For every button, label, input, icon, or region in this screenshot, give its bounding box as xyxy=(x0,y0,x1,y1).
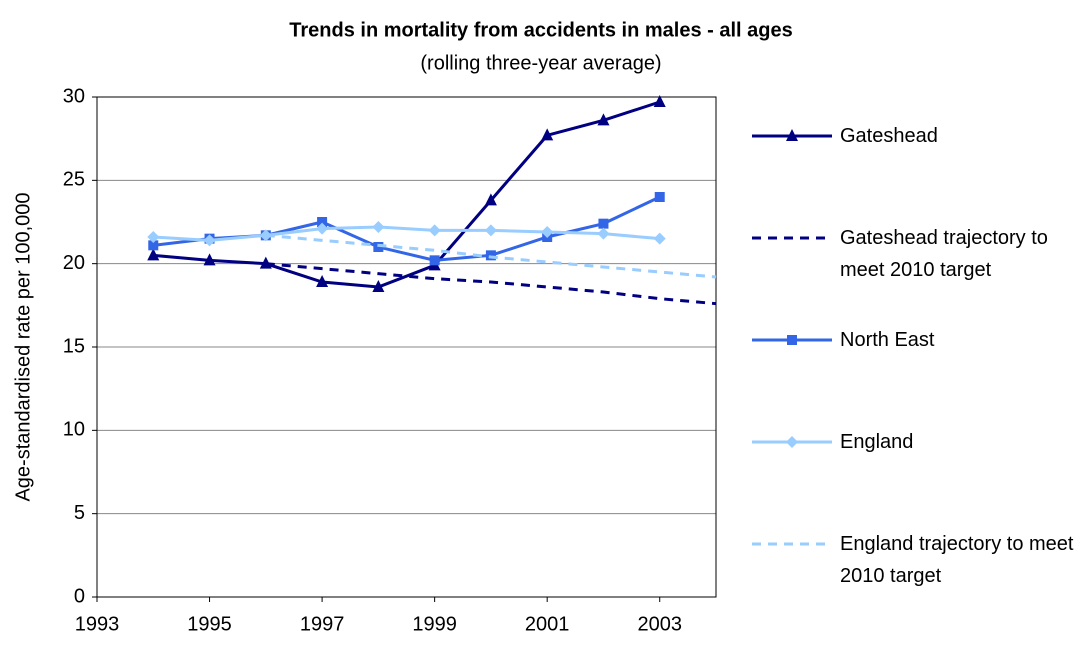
data-point xyxy=(429,255,440,266)
series-line xyxy=(153,225,660,242)
data-point xyxy=(597,227,610,240)
data-point xyxy=(372,280,385,292)
y-tick-label: 25 xyxy=(63,169,85,191)
legend-label: Gateshead xyxy=(840,125,938,147)
series-line xyxy=(265,233,717,279)
data-point xyxy=(653,95,666,107)
legend-label: North East xyxy=(840,329,935,351)
data-point xyxy=(148,240,159,251)
data-point xyxy=(541,128,554,141)
data-point xyxy=(259,256,272,269)
data-point xyxy=(373,242,384,252)
legend-label: England trajectory to meet 2010 target xyxy=(840,533,1074,587)
data-point xyxy=(598,218,609,229)
plot-frame xyxy=(96,96,717,598)
data-point xyxy=(203,253,216,266)
y-tick-label: 10 xyxy=(63,419,85,441)
legend-marker xyxy=(787,335,797,345)
x-tick-label: 1997 xyxy=(300,613,345,635)
data-point xyxy=(484,224,497,237)
y-tick-label: 5 xyxy=(74,502,85,524)
data-point xyxy=(316,275,329,287)
series-line xyxy=(153,100,661,289)
chart-subtitle: (rolling three-year average) xyxy=(420,52,661,74)
legend-marker xyxy=(786,129,798,141)
data-point xyxy=(541,226,554,238)
legend-label: Gateshead trajectory to meet 2010 target xyxy=(840,227,1048,281)
data-point xyxy=(372,221,385,233)
data-point xyxy=(147,231,160,243)
chart-title: Trends in mortality from accidents in ma… xyxy=(289,19,793,41)
y-tick-label: 0 xyxy=(74,585,85,607)
x-tick-label: 2003 xyxy=(637,613,682,635)
data-point xyxy=(484,193,497,206)
x-tick-label: 2001 xyxy=(525,613,570,635)
data-point xyxy=(654,192,665,202)
data-point xyxy=(653,232,666,245)
data-point xyxy=(316,222,329,235)
x-tick-label: 1999 xyxy=(412,613,457,635)
y-tick-label: 20 xyxy=(63,252,85,274)
series-line xyxy=(265,262,717,306)
legend-label: England xyxy=(840,431,914,453)
data-point xyxy=(428,224,441,237)
legend-marker xyxy=(786,436,798,448)
x-tick-label: 1993 xyxy=(75,613,120,635)
y-tick-label: 15 xyxy=(63,335,85,357)
x-tick-label: 1995 xyxy=(187,613,232,635)
data-point xyxy=(597,113,610,126)
data-point xyxy=(147,248,160,261)
data-point xyxy=(485,250,496,261)
y-tick-label: 30 xyxy=(63,85,85,107)
data-point xyxy=(203,234,216,247)
y-axis-label: Age-standardised rate per 100,000 xyxy=(12,192,34,501)
data-point xyxy=(317,217,328,227)
